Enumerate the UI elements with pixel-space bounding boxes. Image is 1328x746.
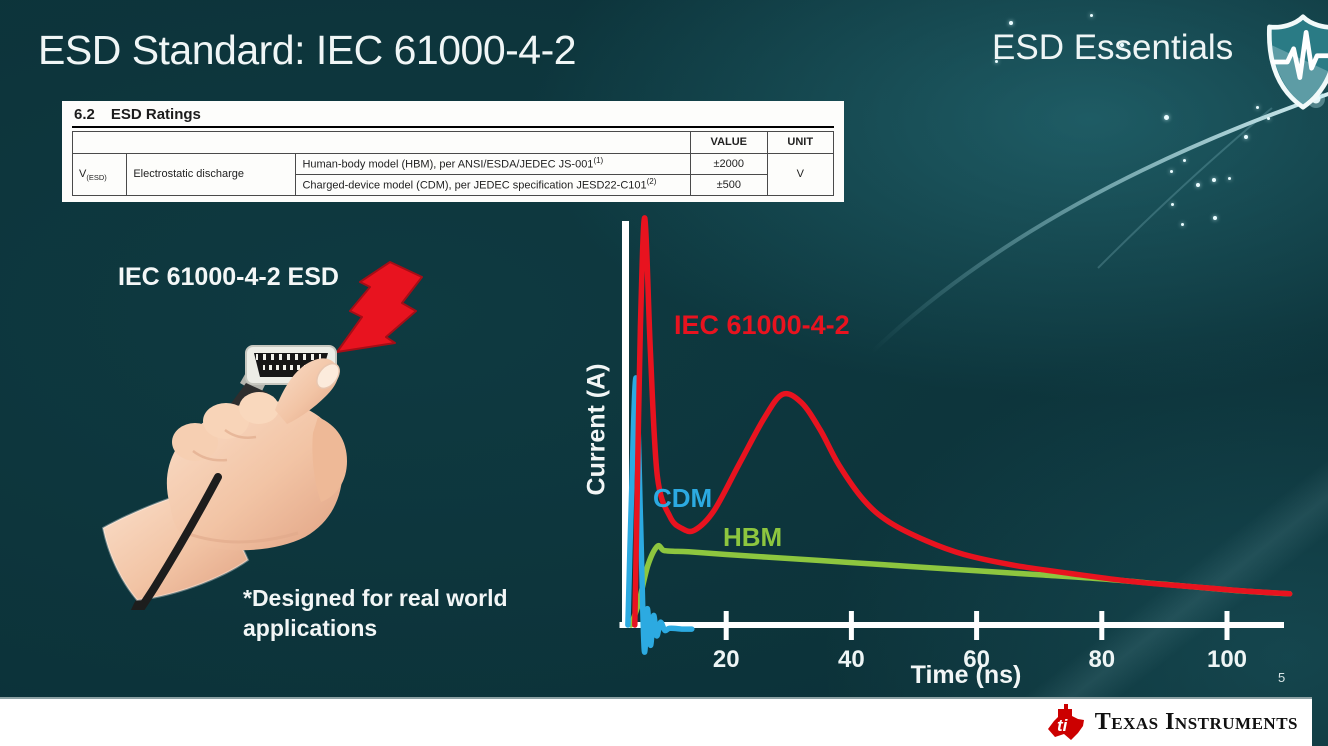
x-tick-label: 40 <box>838 646 865 673</box>
lightning-bolt-icon <box>336 261 423 353</box>
param-symbol-cell: V(ESD) <box>71 153 128 196</box>
table-row: V(ESD) Electrostatic discharge Human-bod… <box>71 153 835 196</box>
esd-ratings-table: VALUE UNIT V(ESD) Electrostatic discharg… <box>71 131 835 196</box>
cdm-description-cell: Charged-device model (CDM), per JEDEC sp… <box>295 173 692 196</box>
table-header-row: VALUE UNIT <box>71 131 835 154</box>
svg-text:ti: ti <box>1057 716 1069 735</box>
page-number: 5 <box>1278 670 1286 685</box>
y-axis-label: Current (A) <box>582 363 611 496</box>
header-unit: UNIT <box>766 131 835 154</box>
series-curve-CDM <box>625 375 695 655</box>
section-title: ESD Ratings <box>110 106 201 123</box>
ti-texas-logo-icon: ti <box>1047 704 1084 740</box>
x-axis-label: Time (ns) <box>910 661 1022 689</box>
series-brand-title: ESD Essentials <box>992 28 1234 67</box>
hand <box>101 358 347 602</box>
cable-front <box>135 473 222 610</box>
esd-hand-illustration <box>101 261 423 610</box>
hbm-value-cell: ±2000 <box>690 153 768 175</box>
series-label-hbm: HBM <box>723 522 783 552</box>
table-section-heading: 6.2 ESD Ratings <box>72 105 834 128</box>
unit-cell: V <box>766 153 835 196</box>
param-name-cell: Electrostatic discharge <box>126 153 297 196</box>
section-number: 6.2 <box>74 106 95 123</box>
x-tick-label: 20 <box>713 646 740 673</box>
footnote-text: *Designed for real world applications <box>243 585 508 642</box>
header-value: VALUE <box>690 131 768 154</box>
hbm-description-cell: Human-body model (HBM), per ANSI/ESDA/JE… <box>295 153 692 175</box>
shield-pulse-icon <box>1266 14 1328 110</box>
footer-bar: ti Texas Instruments <box>0 697 1312 746</box>
cdm-value-cell: ±500 <box>690 173 768 196</box>
x-tick-label: 80 <box>1088 646 1115 673</box>
x-tick-label: 60 <box>963 646 990 673</box>
illustration-caption: IEC 61000-4-2 ESD <box>118 263 339 291</box>
header-empty-cell <box>71 131 692 154</box>
series-label-cdm: CDM <box>653 483 713 513</box>
table-row: Charged-device model (CDM), per JEDEC sp… <box>73 173 834 196</box>
series-label-iec: IEC 61000-4-2 <box>674 310 850 340</box>
series-curve-IEC 61000-4-2 <box>632 215 1293 628</box>
footer-brand-text: Texas Instruments <box>1094 709 1298 735</box>
x-tick-label: 100 <box>1207 646 1247 673</box>
datasheet-esd-ratings-panel: 6.2 ESD Ratings VALUE UNIT V(ESD) Electro… <box>62 101 844 202</box>
esd-waveform-chart: 20 40 60 80 100 <box>619 215 1293 673</box>
page-title: ESD Standard: IEC 61000-4-2 <box>38 27 577 73</box>
